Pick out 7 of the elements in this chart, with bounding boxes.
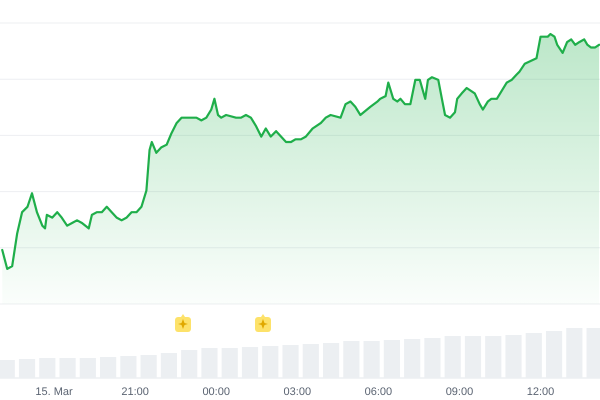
x-tick-label: 09:00 [446,386,474,398]
x-tick-label: 03:00 [284,386,312,398]
x-tick-label: 21:00 [121,386,149,398]
x-tick-label: 00:00 [202,386,230,398]
x-tick-label: 15. Mar [35,386,74,398]
x-tick-label: 06:00 [364,386,392,398]
x-tick-label: 12:00 [526,386,554,398]
